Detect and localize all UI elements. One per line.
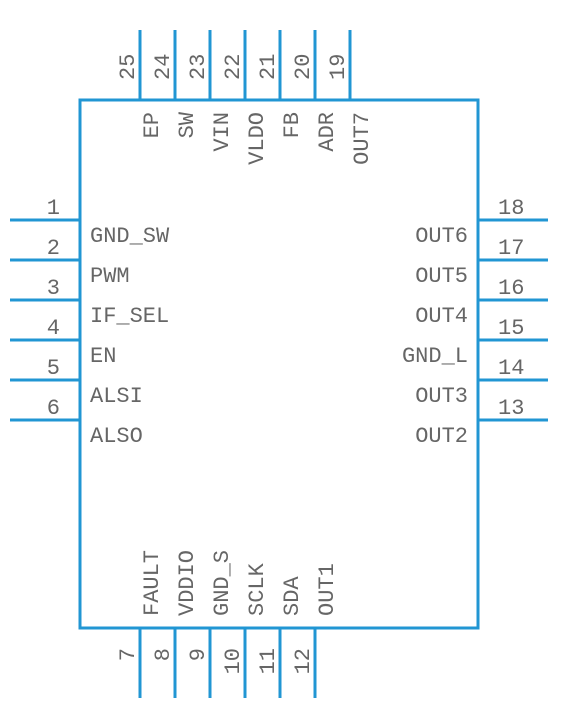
pin-number: 17 — [498, 236, 524, 261]
pin-number: 7 — [116, 648, 141, 661]
pin-label: ALSI — [90, 384, 143, 409]
pin-number: 18 — [498, 196, 524, 221]
pin-number: 6 — [47, 396, 60, 421]
pin-label: FB — [280, 112, 305, 138]
pin-label: FAULT — [140, 550, 165, 616]
pin-label: VIN — [210, 112, 235, 152]
pin-number: 21 — [256, 54, 281, 80]
pin-number: 19 — [326, 54, 351, 80]
pin-number: 25 — [116, 54, 141, 80]
pin-label: GND_L — [402, 344, 468, 369]
pin-number: 12 — [291, 648, 316, 674]
pin-label: VLDO — [245, 112, 270, 165]
pin-label: SW — [175, 111, 200, 138]
pin-label: VDDIO — [175, 550, 200, 616]
pin-label: OUT3 — [415, 384, 468, 409]
chip-pinout-diagram: 1 GND_SW 2 PWM 3 IF_SEL 4 EN 5 ALSI 6 ALSO 18 OUT6 17 O… — [0, 0, 568, 728]
pin-label: GND_SW — [90, 224, 170, 249]
pin-number: 5 — [47, 356, 60, 381]
pin-label: ALSO — [90, 424, 143, 449]
pin-label: ADR — [315, 112, 340, 152]
pin-label: SDA — [280, 576, 305, 616]
pin-number: 22 — [221, 54, 246, 80]
pin-number: 10 — [221, 648, 246, 674]
pin-number: 8 — [151, 648, 176, 661]
pin-label: GND_S — [210, 550, 235, 616]
pin-number: 14 — [498, 356, 524, 381]
pin-label: OUT4 — [415, 304, 468, 329]
pin-label: EP — [140, 112, 165, 138]
pin-label: OUT7 — [350, 112, 375, 165]
pin-label: OUT2 — [415, 424, 468, 449]
pin-number: 1 — [47, 196, 60, 221]
pin-number: 13 — [498, 396, 524, 421]
pin-number: 2 — [47, 236, 60, 261]
pin-label: IF_SEL — [90, 304, 169, 329]
pin-number: 11 — [256, 648, 281, 674]
pin-label: SCLK — [245, 562, 270, 616]
pin-number: 9 — [186, 648, 211, 661]
pin-label: OUT6 — [415, 224, 468, 249]
pin-number: 4 — [47, 316, 60, 341]
pin-number: 24 — [151, 54, 176, 80]
pin-label: PWM — [90, 264, 130, 289]
pin-label: EN — [90, 344, 116, 369]
pin-number: 23 — [186, 54, 211, 80]
pin-number: 20 — [291, 54, 316, 80]
pin-number: 3 — [47, 276, 60, 301]
pin-label: OUT5 — [415, 264, 468, 289]
pin-label: OUT1 — [315, 563, 340, 616]
pin-number: 15 — [498, 316, 524, 341]
pin-number: 16 — [498, 276, 524, 301]
